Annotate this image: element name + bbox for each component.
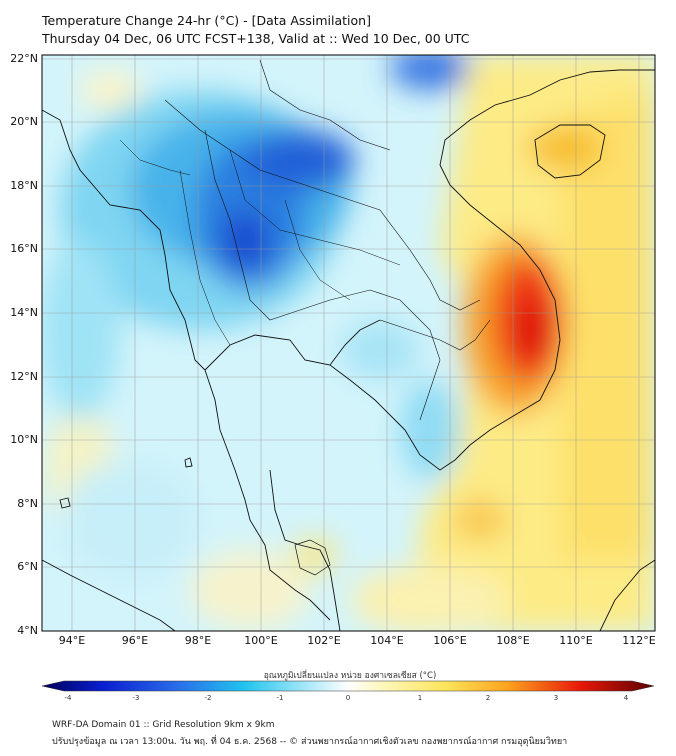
lon-label: 94°E bbox=[58, 634, 86, 647]
lat-label: 20°N bbox=[10, 115, 38, 128]
lat-label: 6°N bbox=[17, 560, 38, 573]
map-title: Temperature Change 24-hr (°C) - [Data As… bbox=[42, 13, 371, 28]
footer-domain-info: WRF-DA Domain 01 :: Grid Resolution 9km … bbox=[52, 720, 275, 730]
colorbar-tick: 2 bbox=[485, 694, 491, 702]
colorbar-tick: -3 bbox=[132, 694, 140, 702]
lon-label: 100°E bbox=[244, 634, 278, 647]
lat-label: 22°N bbox=[10, 52, 38, 65]
colorbar-tick: -4 bbox=[64, 694, 72, 702]
lon-label: 104°E bbox=[370, 634, 404, 647]
colorbar-tick: 1 bbox=[417, 694, 423, 702]
graticule bbox=[42, 55, 655, 631]
colorbar-title: อุณหภูมิเปลี่ยนแปลง หน่วย องศาเซลเซียส (… bbox=[263, 671, 437, 681]
lat-label: 8°N bbox=[17, 497, 38, 510]
colorbar-tick: 4 bbox=[623, 694, 629, 702]
lat-label: 18°N bbox=[10, 179, 38, 192]
lon-label: 102°E bbox=[307, 634, 341, 647]
colorbar-tick: 3 bbox=[553, 694, 559, 702]
lon-label: 106°E bbox=[433, 634, 467, 647]
colorbar-tick: 0 bbox=[345, 694, 351, 702]
colorbar-tick: -1 bbox=[276, 694, 284, 702]
lat-label: 14°N bbox=[10, 306, 38, 319]
map-subtitle: Thursday 04 Dec, 06 UTC FCST+138, Valid … bbox=[42, 31, 470, 46]
lat-label: 4°N bbox=[17, 624, 38, 637]
colorbar bbox=[41, 680, 655, 692]
lat-label: 12°N bbox=[10, 370, 38, 383]
lon-label: 96°E bbox=[121, 634, 149, 647]
footer-credit: ปรับปรุงข้อมูล ณ เวลา 13:00น. วัน พฤ. ที… bbox=[52, 737, 568, 747]
lon-label: 112°E bbox=[622, 634, 656, 647]
lon-label: 108°E bbox=[496, 634, 530, 647]
temperature-field bbox=[42, 55, 655, 631]
colorbar-tick: -2 bbox=[204, 694, 212, 702]
lon-label: 110°E bbox=[559, 634, 593, 647]
coastlines bbox=[42, 59, 655, 631]
map-frame bbox=[41, 54, 656, 632]
lon-label: 98°E bbox=[184, 634, 212, 647]
lat-label: 16°N bbox=[10, 242, 38, 255]
lat-label: 10°N bbox=[10, 433, 38, 446]
